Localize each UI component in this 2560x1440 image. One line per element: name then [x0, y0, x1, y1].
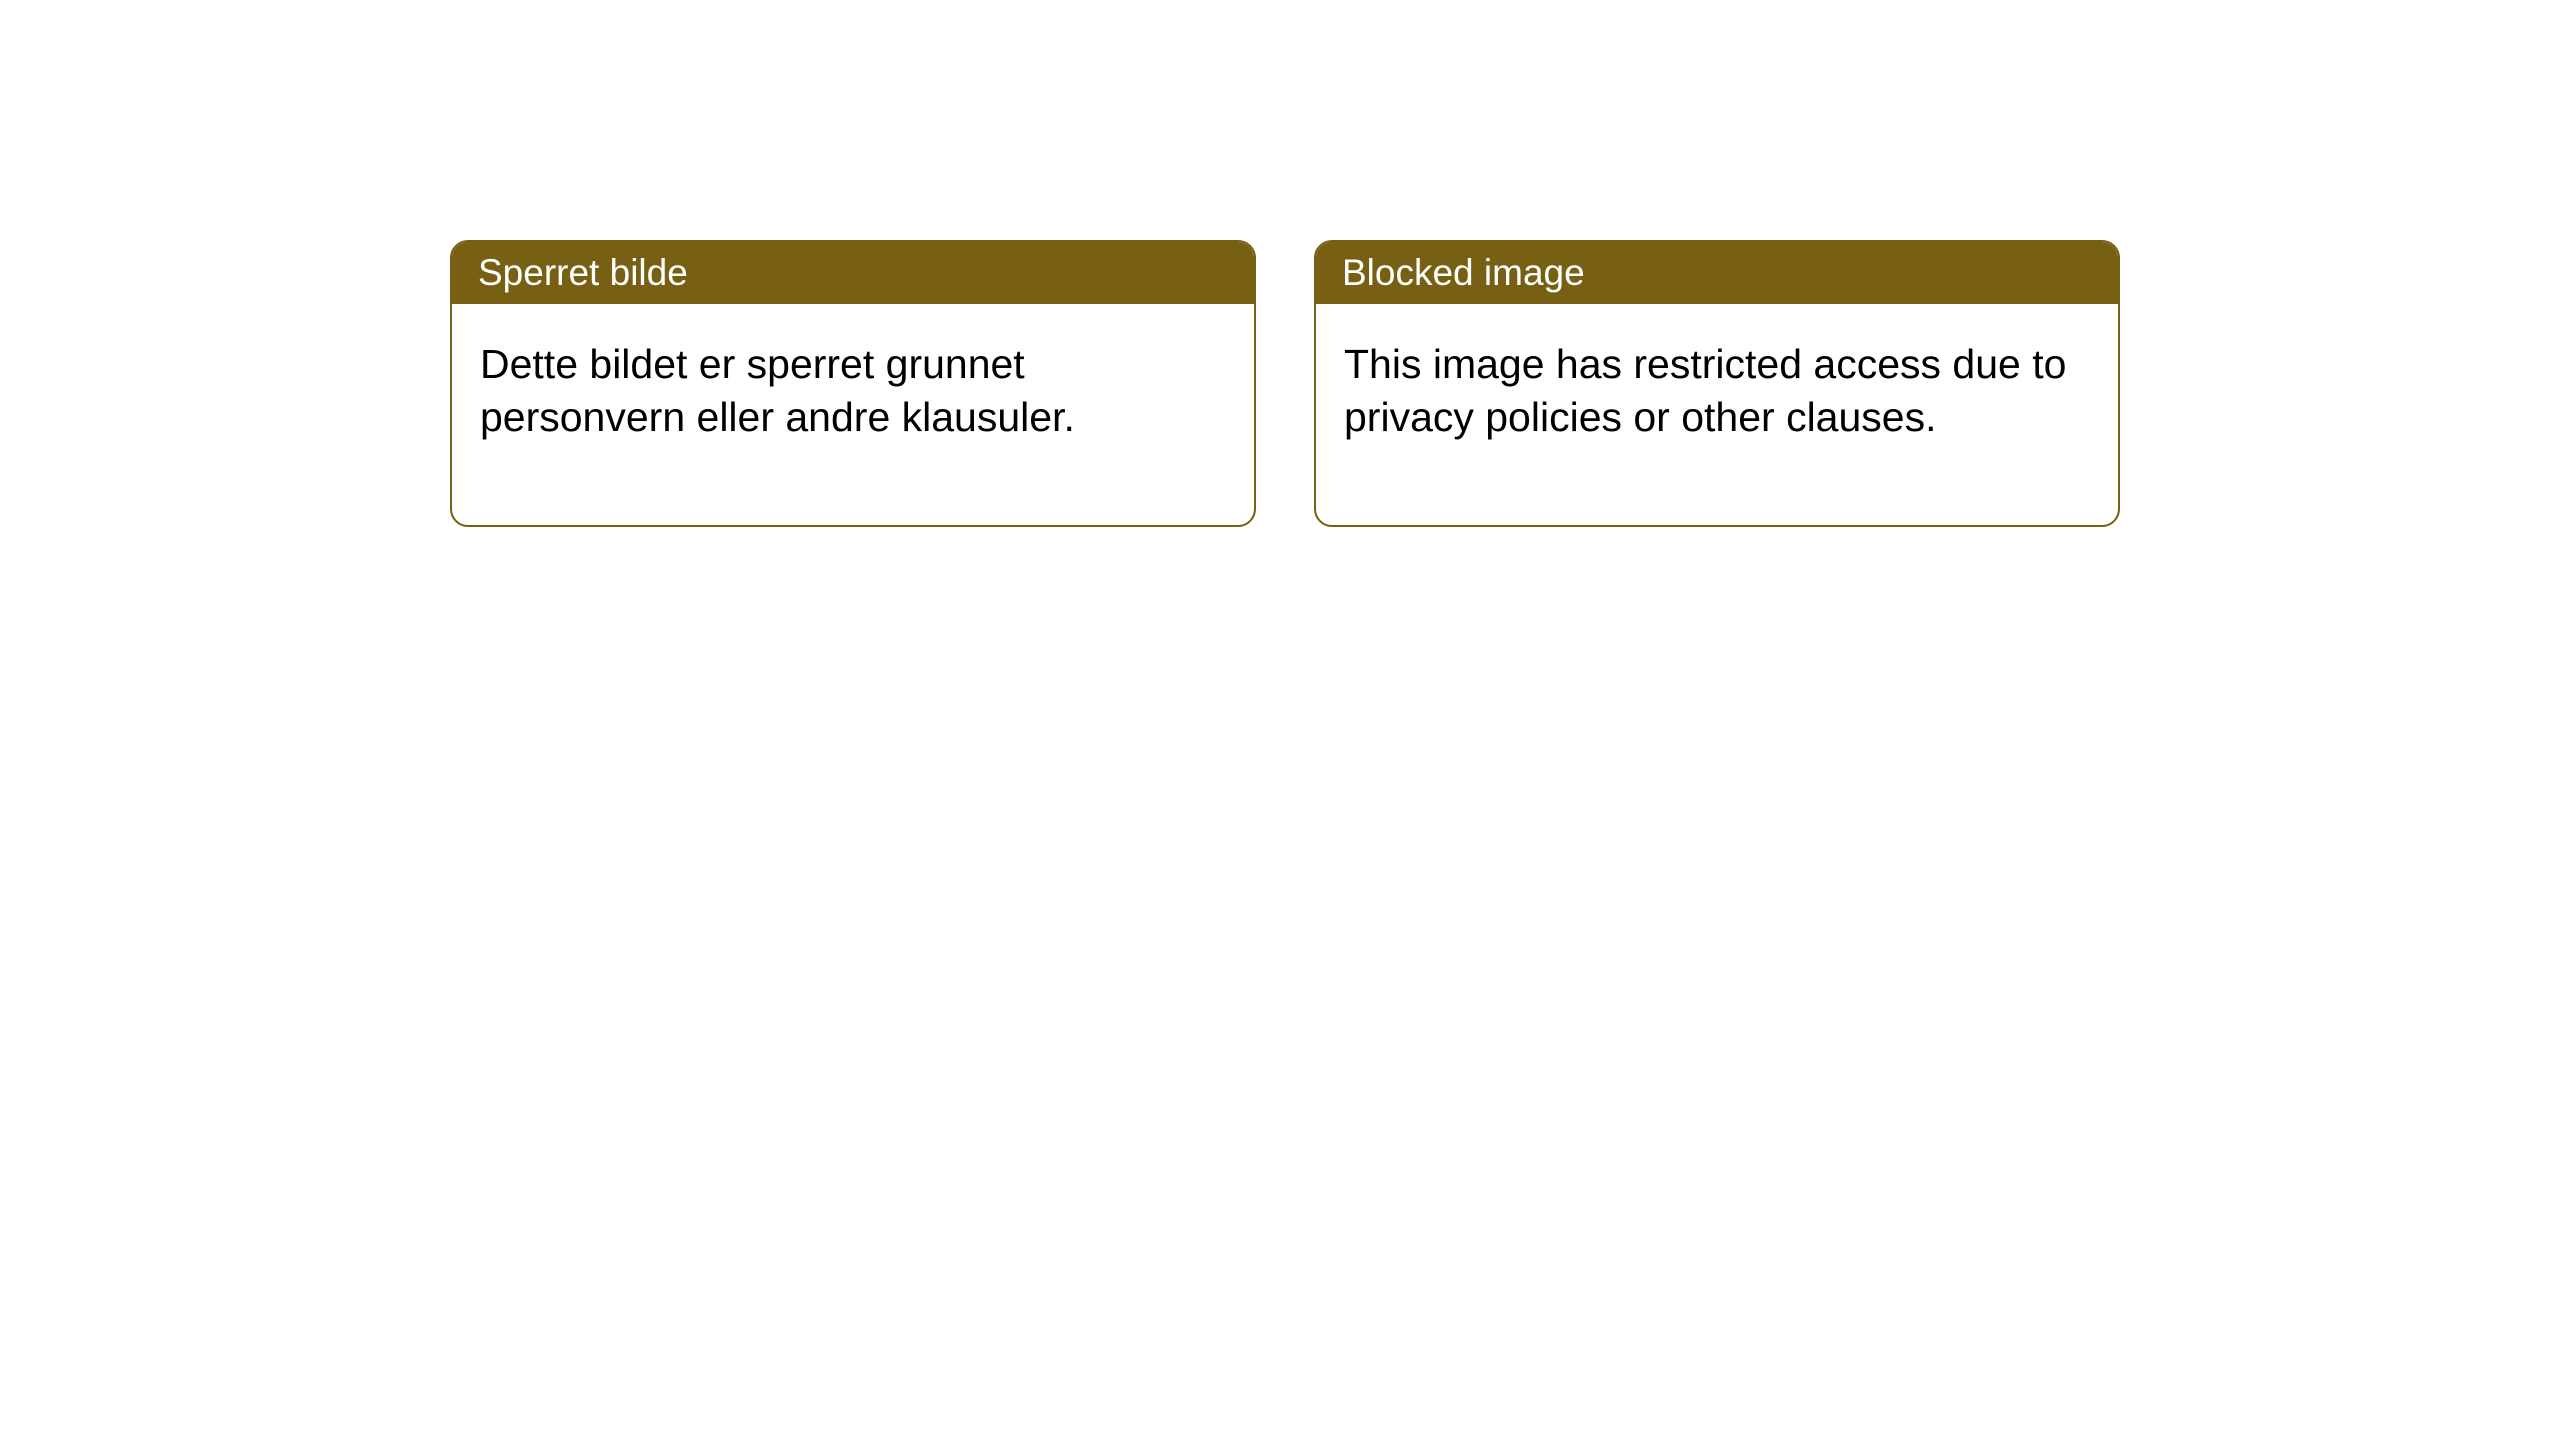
- notice-card-body-text: Dette bildet er sperret grunnet personve…: [480, 341, 1075, 440]
- notice-card-body: This image has restricted access due to …: [1316, 304, 2118, 525]
- notice-card-norwegian: Sperret bilde Dette bildet er sperret gr…: [450, 240, 1256, 527]
- notice-card-header-text: Sperret bilde: [478, 252, 688, 293]
- notice-card-header-text: Blocked image: [1342, 252, 1585, 293]
- notice-card-english: Blocked image This image has restricted …: [1314, 240, 2120, 527]
- notice-card-header: Sperret bilde: [452, 242, 1254, 304]
- notice-card-body-text: This image has restricted access due to …: [1344, 341, 2066, 440]
- notice-cards-container: Sperret bilde Dette bildet er sperret gr…: [450, 240, 2120, 527]
- notice-card-body: Dette bildet er sperret grunnet personve…: [452, 304, 1254, 525]
- notice-card-header: Blocked image: [1316, 242, 2118, 304]
